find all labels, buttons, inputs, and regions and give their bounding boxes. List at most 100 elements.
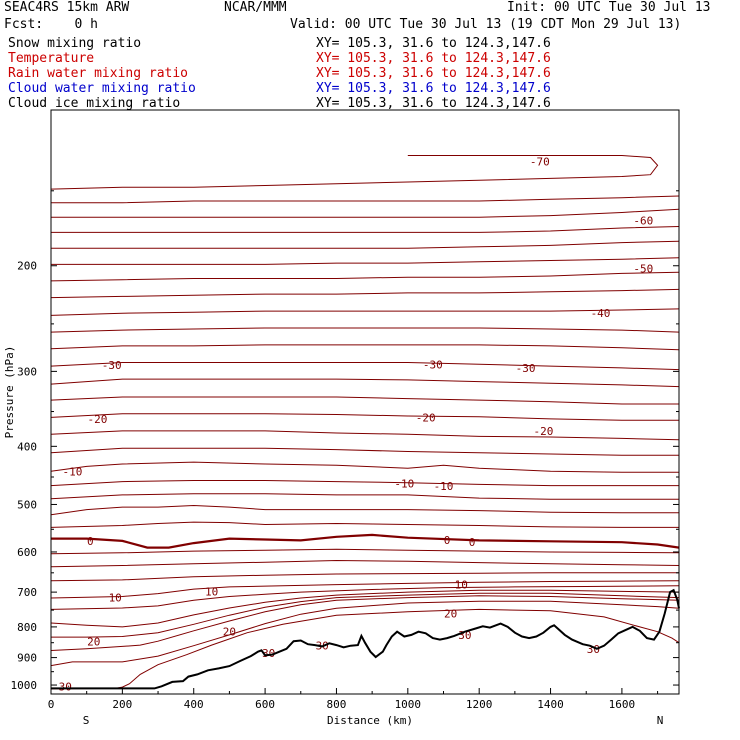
legend-field-name: Cloud ice mixing ratio xyxy=(8,96,181,111)
isotherm-line xyxy=(50,430,680,441)
legend-field-name: Rain water mixing ratio xyxy=(8,66,189,81)
contour-label: 10 xyxy=(205,586,218,599)
x-tick-label: 600 xyxy=(255,698,275,711)
x-tick-label: 1400 xyxy=(537,698,564,711)
isotherm-line xyxy=(50,595,680,651)
valid-time: Valid: 00 UTC Tue 30 Jul 13 (19 CDT Mon … xyxy=(290,17,682,32)
contour-label: 20 xyxy=(223,626,236,639)
model-title: SEAC4RS 15km ARW xyxy=(4,0,130,15)
isotherm-line xyxy=(50,493,679,500)
isotherm-line xyxy=(50,308,680,316)
contour-label: 10 xyxy=(455,579,468,592)
y-tick-label: 200 xyxy=(17,260,37,273)
isotherm-line xyxy=(51,240,680,249)
forecast-hour: Fcst: 0 h xyxy=(4,17,98,32)
contour-label: -50 xyxy=(633,262,653,275)
contour-label-layer: -70 -60 -50 -40 -30 -30 -30 -20 -20 -20 -10 -10 -10 0… xyxy=(59,155,654,693)
contour-label: 30 xyxy=(59,681,72,694)
legend-field-name: Temperature xyxy=(8,51,95,66)
contour-label: -20 xyxy=(533,425,553,438)
org-label: NCAR/MMM xyxy=(224,0,287,15)
x-end-label-north: N xyxy=(657,714,664,727)
legend-field-xy: XY= 105.3, 31.6 to 124.3,147.6 xyxy=(316,81,551,96)
legend-field-xy: XY= 105.3, 31.6 to 124.3,147.6 xyxy=(316,51,551,66)
contour-label: -30 xyxy=(423,358,443,371)
contour-label: 20 xyxy=(444,608,457,621)
legend-field-xy: XY= 105.3, 31.6 to 124.3,147.6 xyxy=(316,96,551,111)
terrain-profile xyxy=(51,588,680,690)
isotherm-line xyxy=(50,396,679,405)
isotherm-line xyxy=(50,378,680,388)
isotherm-line xyxy=(50,600,680,667)
isotherm-line xyxy=(51,592,680,638)
contour-label: -60 xyxy=(633,214,653,227)
isotherm-line xyxy=(50,559,680,568)
x-tick-label: 400 xyxy=(184,698,204,711)
isotherm-line xyxy=(50,480,679,487)
x-tick-label: 0 xyxy=(48,698,55,711)
isotherm-line xyxy=(51,195,680,204)
isotherm-line xyxy=(50,589,680,628)
contour-label: 10 xyxy=(109,592,122,605)
contour-label: -10 xyxy=(434,480,454,493)
y-tick-label: 900 xyxy=(17,652,37,665)
y-tick-label: 500 xyxy=(17,498,37,511)
x-axis-ticks: 0 200 400 600 800 1000 1200 1400 1600 xyxy=(48,688,659,711)
isotherm-line xyxy=(50,548,680,555)
isotherm-line xyxy=(50,447,679,456)
y-tick-label: 800 xyxy=(17,621,37,634)
legend-field-xy: XY= 105.3, 31.6 to 124.3,147.6 xyxy=(316,66,551,81)
init-time: Init: 00 UTC Tue 30 Jul 13 xyxy=(507,0,711,15)
isotherm-line xyxy=(50,461,679,473)
y-tick-label: 700 xyxy=(17,586,37,599)
isotherm-line xyxy=(51,208,680,218)
contour-label: 0 xyxy=(87,535,94,548)
isotherm-line xyxy=(50,572,679,582)
contour-label: -20 xyxy=(416,411,436,424)
x-end-label-south: S xyxy=(83,714,90,727)
isotherm-line xyxy=(50,521,679,528)
isotherm-line xyxy=(51,226,680,233)
y-tick-label: 600 xyxy=(17,546,37,559)
x-tick-label: 1200 xyxy=(466,698,493,711)
isotherm-line xyxy=(50,288,680,299)
x-tick-label: 1000 xyxy=(395,698,422,711)
contour-label: -10 xyxy=(394,477,414,490)
isotherm-line xyxy=(50,344,680,351)
contour-label: -70 xyxy=(530,155,550,168)
contour-label: -20 xyxy=(87,413,107,426)
contour-label: 30 xyxy=(262,647,275,660)
isotherm-line xyxy=(50,580,680,599)
y-axis-title: Pressure (hPa) xyxy=(3,346,16,439)
contour-label: -30 xyxy=(516,362,536,375)
isotherm-line xyxy=(50,504,679,516)
x-tick-label: 1600 xyxy=(609,698,636,711)
contour-label: -40 xyxy=(591,307,611,320)
contour-label: 20 xyxy=(87,636,100,649)
isotherm-line xyxy=(50,362,680,371)
legend-field-name: Cloud water mixing ratio xyxy=(8,81,196,96)
contour-label: 0 xyxy=(469,536,476,549)
y-tick-label: 300 xyxy=(17,365,37,378)
isotherm-line xyxy=(50,585,680,610)
isotherm-line xyxy=(51,533,680,549)
x-tick-label: 200 xyxy=(112,698,132,711)
legend-field-xy: XY= 105.3, 31.6 to 124.3,147.6 xyxy=(316,36,551,51)
contour-label: -30 xyxy=(102,359,122,372)
isotherm-layer xyxy=(50,155,680,690)
isotherm-line xyxy=(50,327,680,333)
x-tick-label: 800 xyxy=(327,698,347,711)
isotherm-line xyxy=(50,413,679,421)
contour-label: -10 xyxy=(62,466,82,479)
y-tick-label: 1000 xyxy=(11,679,38,692)
isotherm-line xyxy=(50,271,680,282)
legend-field-name: Snow mixing ratio xyxy=(8,36,142,51)
y-tick-label: 400 xyxy=(17,440,37,453)
plot-frame xyxy=(50,109,680,695)
contour-label: 0 xyxy=(444,534,451,547)
isotherm-line xyxy=(51,257,680,265)
isotherm-line xyxy=(50,608,680,690)
isotherm-line xyxy=(50,155,659,190)
